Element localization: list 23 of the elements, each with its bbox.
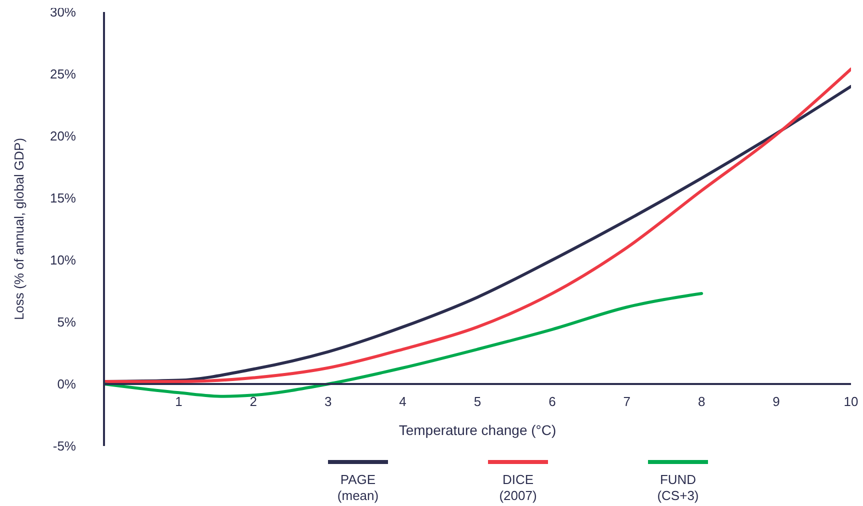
x-tick-label: 10 — [844, 394, 858, 409]
y-axis-title: Loss (% of annual, global GDP) — [11, 138, 26, 320]
y-tick-label: 20% — [50, 128, 76, 144]
x-tick-label: 7 — [623, 394, 631, 409]
legend-label: DICE (2007) — [498, 472, 538, 504]
x-tick-label: 4 — [399, 394, 406, 409]
x-axis-title: Temperature change (°C) — [398, 422, 558, 438]
x-tick-label: 2 — [250, 394, 258, 409]
y-tick-label: 15% — [50, 190, 76, 206]
x-tick-label: 3 — [324, 394, 332, 409]
x-tick-label: 1 — [175, 394, 182, 409]
y-tick-label: -5% — [52, 438, 76, 454]
legend-label: PAGE (mean) — [336, 472, 380, 504]
y-tick-label: 5% — [57, 314, 76, 330]
legend-label: FUND (CS+3) — [656, 472, 700, 504]
x-tick-label: 9 — [772, 394, 780, 409]
x-tick-label: 6 — [548, 394, 556, 409]
x-tick-label: 5 — [474, 394, 482, 409]
y-tick-label: 0% — [57, 376, 76, 392]
line-series — [104, 292, 704, 398]
y-tick-label: 25% — [50, 66, 76, 82]
x-tick-label: 8 — [698, 394, 706, 409]
y-tick-label: 10% — [50, 252, 76, 268]
